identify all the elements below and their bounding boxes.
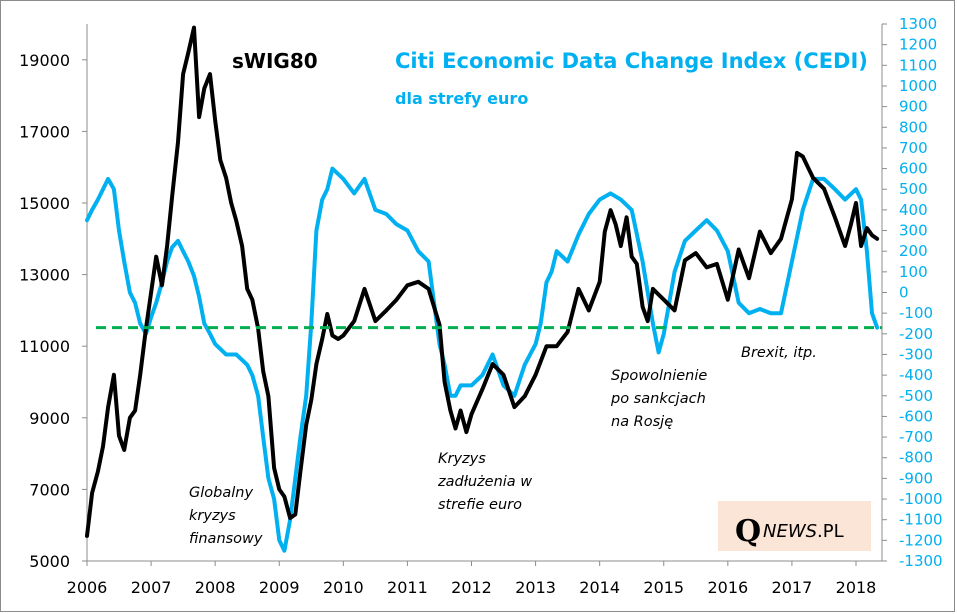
right-tick-label: -700: [899, 428, 933, 446]
right-tick-label: 800: [899, 118, 928, 136]
right-tick-label: -900: [899, 469, 933, 487]
svg-text:Kryzys: Kryzys: [438, 451, 486, 467]
x-tick-label: 2018: [836, 578, 877, 597]
svg-text:Spowolnienie: Spowolnienie: [611, 368, 707, 384]
left-tick-label: 17000: [19, 122, 70, 141]
x-tick-label: 2015: [643, 578, 684, 597]
left-tick-label: 9000: [29, 409, 70, 428]
logo-q: Q: [735, 514, 761, 549]
right-tick-label: 1000: [899, 77, 937, 95]
svg-text:Brexit, itp.: Brexit, itp.: [741, 345, 817, 361]
right-tick-label: 600: [899, 160, 928, 178]
chart-title-swig80: sWIG80: [232, 49, 318, 73]
right-tick-label: 1300: [899, 15, 937, 33]
svg-text:na Rosję: na Rosję: [611, 414, 673, 430]
x-tick-label: 2007: [131, 578, 172, 597]
left-tick-label: 15000: [19, 194, 70, 213]
svg-text:finansowy: finansowy: [189, 531, 263, 547]
left-tick-label: 13000: [19, 266, 70, 285]
svg-text:zadłużenia w: zadłużenia w: [437, 474, 532, 490]
x-tick-label: 2008: [195, 578, 236, 597]
right-tick-label: -100: [899, 304, 933, 322]
x-tick-label: 2014: [579, 578, 620, 597]
annotation-russia-sanctions: Spowolnienie po sankcjach na Rosję: [610, 368, 707, 430]
x-tick-label: 2016: [707, 578, 748, 597]
left-tick-label: 19000: [19, 51, 70, 70]
logo-pl: .PL: [817, 521, 844, 542]
chart-title-cedi: Citi Economic Data Change Index (CEDI): [395, 49, 868, 73]
right-tick-label: -400: [899, 366, 933, 384]
left-tick-label: 7000: [29, 480, 70, 499]
annotation-global-crisis: Globalny kryzys finansowy: [189, 485, 263, 547]
right-tick-label: 100: [899, 263, 928, 281]
right-tick-label: 1100: [899, 56, 937, 74]
left-tick-label: 5000: [29, 552, 70, 571]
annotation-brexit: Brexit, itp.: [741, 345, 817, 361]
logo-box: [718, 501, 871, 551]
x-tick-label: 2010: [323, 578, 364, 597]
series-line-swig80: [85, 25, 880, 538]
right-tick-label: -1200: [899, 531, 943, 549]
x-tick-label: 2013: [515, 578, 556, 597]
x-tick-label: 2006: [67, 578, 108, 597]
svg-text:po sankcjach: po sankcjach: [610, 391, 706, 407]
right-tick-label: -500: [899, 387, 933, 405]
right-tick-label: 300: [899, 222, 928, 240]
logo-news: NEWS: [763, 521, 817, 542]
right-tick-label: -1300: [899, 552, 943, 570]
x-tick-label: 2009: [259, 578, 300, 597]
annotation-euro-debt-crisis: Kryzys zadłużenia w strefie euro: [437, 451, 532, 513]
right-tick-label: 1200: [899, 36, 937, 54]
right-tick-label: -1100: [899, 511, 943, 529]
right-tick-label: -600: [899, 407, 933, 425]
x-tick-label: 2017: [772, 578, 813, 597]
right-tick-label: 500: [899, 180, 928, 198]
x-tick-label: 2012: [451, 578, 492, 597]
svg-text:strefie euro: strefie euro: [438, 497, 522, 513]
right-tick-label: 700: [899, 139, 928, 157]
right-tick-label: 200: [899, 242, 928, 260]
right-tick-label: 900: [899, 98, 928, 116]
right-tick-label: -200: [899, 325, 933, 343]
x-tick-label: 2011: [387, 578, 428, 597]
right-tick-label: -1000: [899, 490, 943, 508]
svg-text:kryzys: kryzys: [189, 508, 236, 524]
right-tick-label: -300: [899, 345, 933, 363]
svg-text:Globalny: Globalny: [189, 485, 253, 501]
right-tick-label: -800: [899, 449, 933, 467]
series-line-cedi: [85, 166, 880, 553]
left-tick-label: 11000: [19, 337, 70, 356]
chart-subtitle-cedi: dla strefy euro: [395, 89, 528, 108]
right-tick-label: 400: [899, 201, 928, 219]
right-tick-label: 0: [899, 284, 909, 302]
